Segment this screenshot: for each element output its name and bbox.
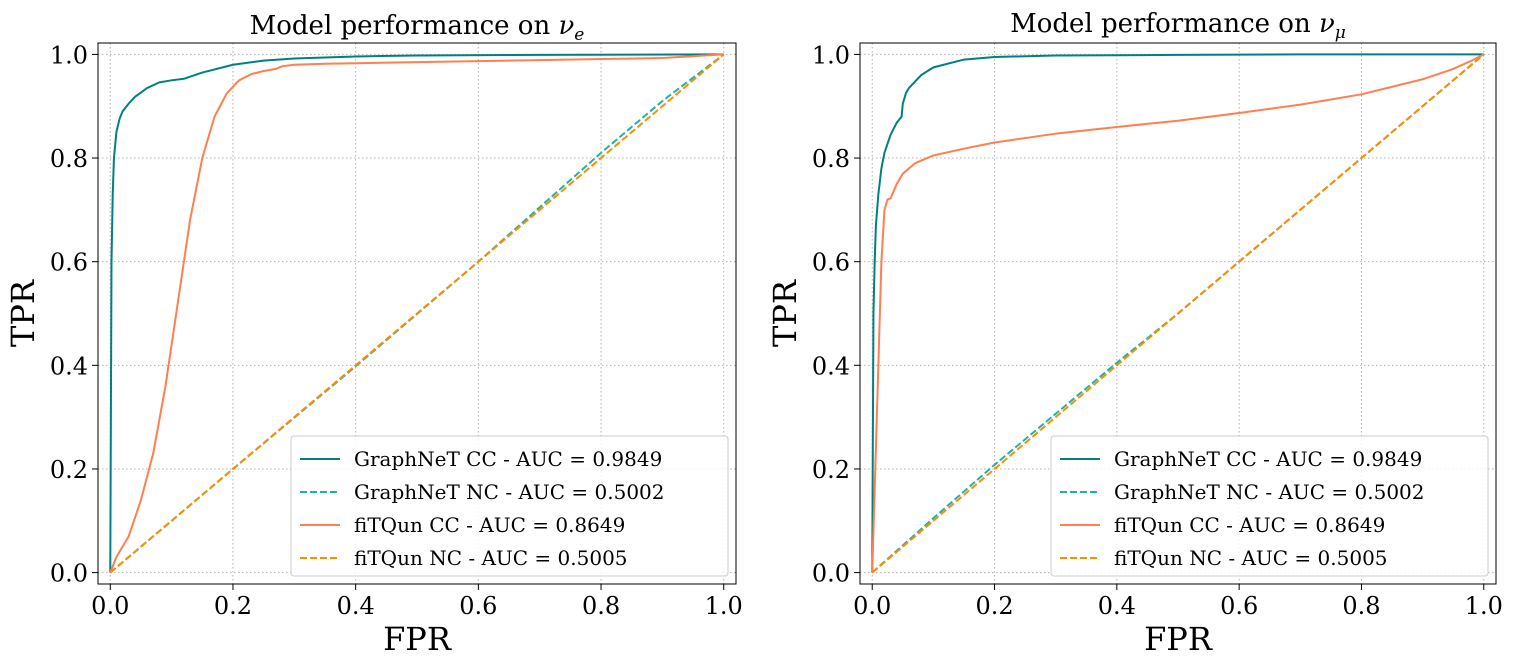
- chart-panel-1: 0.0 0.2 0.4 0.6 0.8 1.0 0.0 0.2 0.4 0.6 0.8 1.0 FPR T…: [4, 11, 743, 658]
- x-tick-label: 0.0: [853, 592, 891, 620]
- plot-title-symbol: ν: [1319, 9, 1335, 39]
- legend-label-3: fiTQun CC - AUC = 0.8649: [1114, 513, 1385, 537]
- y-tick-label: 0.6: [50, 249, 88, 277]
- y-axis-title: TPR: [4, 279, 42, 347]
- series-line-3: [871, 53, 1485, 573]
- series-line-3: [109, 53, 724, 573]
- legend-label-1: GraphNeT CC - AUC = 0.9849: [1114, 447, 1422, 471]
- x-tick-label: 0.6: [1220, 592, 1258, 620]
- legend-label-1: GraphNeT CC - AUC = 0.9849: [354, 447, 662, 471]
- axes-frame: [859, 42, 1497, 585]
- y-tick-label: 1.0: [50, 41, 88, 69]
- series-line-1: [871, 53, 1484, 573]
- chart-panel-2: 0.0 0.2 0.4 0.6 0.8 1.0 0.0 0.2 0.4 0.6 0.8 1.0 FPR T…: [766, 9, 1503, 658]
- x-tick-label: 0.2: [214, 592, 252, 620]
- y-axis-title: TPR: [766, 279, 804, 347]
- plot-title: Model performance on νe: [250, 11, 585, 45]
- legend-label-3: fiTQun CC - AUC = 0.8649: [354, 513, 625, 537]
- plot-title-text: Model performance on: [1010, 9, 1319, 39]
- x-tick-label: 0.2: [975, 592, 1013, 620]
- series-line-4: [109, 53, 725, 574]
- x-tick-label: 1.0: [705, 592, 743, 620]
- legend-label-2: GraphNeT NC - AUC = 0.5002: [1114, 480, 1425, 504]
- axes-frame: [97, 42, 737, 585]
- legend-label-4: fiTQun NC - AUC = 0.5005: [1114, 546, 1388, 570]
- legend-box: [1050, 435, 1489, 577]
- x-axis-title: FPR: [1144, 620, 1213, 658]
- plot-title-subscript: e: [574, 25, 584, 45]
- y-tick-label: 1.0: [812, 41, 850, 69]
- y-tick-label: 0.4: [50, 352, 88, 380]
- y-tick-label: 0.0: [812, 560, 850, 588]
- legend-box: [290, 435, 729, 577]
- plot-title-subscript: μ: [1335, 23, 1346, 43]
- x-tick-label: 0.8: [1342, 592, 1380, 620]
- legend: GraphNeT CC - AUC = 0.9849 GraphNeT NC - …: [1050, 435, 1489, 577]
- legend-label-2: GraphNeT NC - AUC = 0.5002: [354, 480, 665, 504]
- y-tick-label: 0.8: [812, 145, 850, 173]
- plot-title-text: Model performance on: [250, 11, 559, 41]
- y-tick-label: 0.2: [812, 456, 850, 484]
- legend: GraphNeT CC - AUC = 0.9849 GraphNeT NC - …: [290, 435, 729, 577]
- y-tick-label: 0.8: [50, 145, 88, 173]
- x-axis-title: FPR: [383, 620, 452, 658]
- x-tick-label: 0.6: [459, 592, 497, 620]
- y-tick-label: 0.0: [50, 560, 88, 588]
- x-tick-label: 0.0: [91, 592, 129, 620]
- x-tick-label: 0.4: [337, 592, 375, 620]
- series-line-1: [109, 53, 724, 573]
- x-tick-label: 1.0: [1465, 592, 1503, 620]
- series-line-4: [871, 53, 1485, 574]
- legend-label-4: fiTQun NC - AUC = 0.5005: [354, 546, 628, 570]
- y-tick-label: 0.6: [812, 249, 850, 277]
- y-tick-label: 0.2: [50, 456, 88, 484]
- plot-title-symbol: ν: [558, 11, 574, 41]
- x-tick-label: 0.4: [1098, 592, 1136, 620]
- y-tick-label: 0.4: [812, 352, 850, 380]
- x-tick-label: 0.8: [582, 592, 620, 620]
- plot-title: Model performance on νμ: [1010, 9, 1346, 43]
